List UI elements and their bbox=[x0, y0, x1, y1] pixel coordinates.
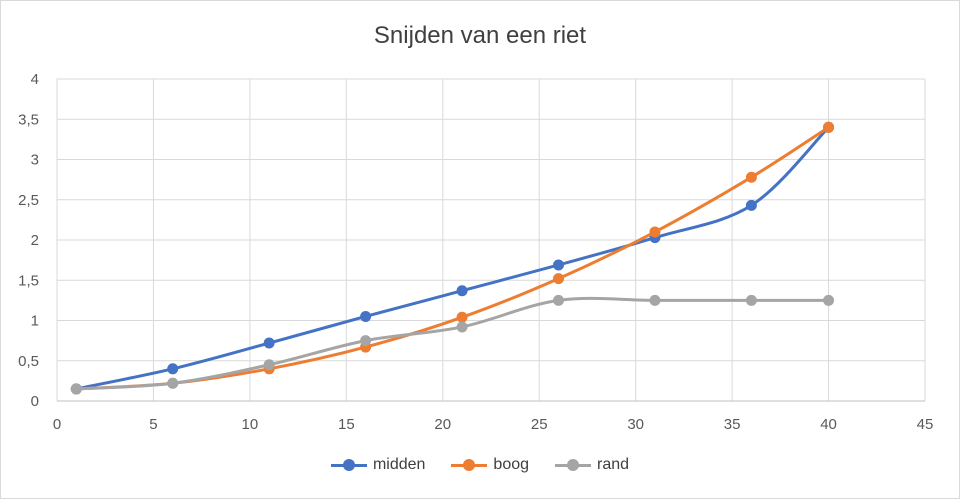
series-line-boog bbox=[74, 125, 831, 391]
data-point-rand bbox=[70, 383, 82, 395]
y-tick-label: 0,5 bbox=[18, 353, 39, 370]
legend-item-rand: rand bbox=[555, 456, 629, 474]
data-point-boog bbox=[745, 171, 757, 183]
x-tick-label: 25 bbox=[531, 416, 548, 433]
y-tick-label: 1 bbox=[31, 313, 39, 330]
x-tick-label: 10 bbox=[242, 416, 259, 433]
data-point-midden bbox=[553, 259, 565, 271]
legend-swatch bbox=[451, 459, 488, 471]
data-point-boog bbox=[456, 311, 468, 323]
data-point-midden bbox=[360, 310, 372, 322]
data-point-boog bbox=[553, 273, 565, 285]
y-tick-label: 1,5 bbox=[18, 272, 39, 289]
x-tick-label: 20 bbox=[434, 416, 451, 433]
x-tick-label: 30 bbox=[627, 416, 644, 433]
data-point-rand bbox=[649, 294, 661, 306]
x-tick-label: 15 bbox=[338, 416, 355, 433]
legend-swatch bbox=[555, 459, 592, 471]
data-point-midden bbox=[456, 285, 468, 297]
y-tick-label: 0 bbox=[31, 393, 39, 410]
chart-legend: midden boog rand bbox=[0, 456, 960, 474]
x-tick-label: 35 bbox=[724, 416, 741, 433]
data-point-rand bbox=[456, 321, 468, 333]
y-tick-label: 2,5 bbox=[18, 192, 39, 209]
y-tick-label: 3,5 bbox=[18, 111, 39, 128]
y-tick-label: 4 bbox=[31, 71, 39, 88]
data-point-rand bbox=[263, 359, 275, 371]
series-line-midden bbox=[74, 125, 831, 391]
legend-label: boog bbox=[493, 456, 530, 473]
x-tick-label: 5 bbox=[149, 416, 157, 433]
x-tick-label: 0 bbox=[53, 416, 61, 433]
legend-item-boog: boog bbox=[451, 456, 529, 474]
data-point-rand bbox=[360, 335, 372, 347]
legend-item-midden: midden bbox=[330, 456, 426, 474]
data-point-rand bbox=[823, 294, 835, 306]
x-tick-label: 45 bbox=[917, 416, 934, 433]
chart-title: Snijden van een riet bbox=[373, 22, 587, 49]
y-tick-label: 3 bbox=[31, 152, 39, 169]
data-point-boog bbox=[649, 226, 661, 238]
data-point-boog bbox=[823, 121, 835, 133]
legend-label: midden bbox=[372, 456, 426, 473]
legend-swatch bbox=[330, 459, 367, 471]
data-point-midden bbox=[263, 337, 275, 349]
data-point-rand bbox=[745, 294, 757, 306]
data-point-rand bbox=[553, 294, 565, 306]
legend-label: rand bbox=[597, 456, 630, 473]
series-line-rand bbox=[74, 296, 831, 391]
x-tick-label: 40 bbox=[820, 416, 837, 433]
data-point-rand bbox=[167, 377, 179, 389]
data-point-midden bbox=[745, 199, 757, 211]
y-tick-label: 2 bbox=[31, 232, 39, 249]
data-point-midden bbox=[167, 363, 179, 375]
